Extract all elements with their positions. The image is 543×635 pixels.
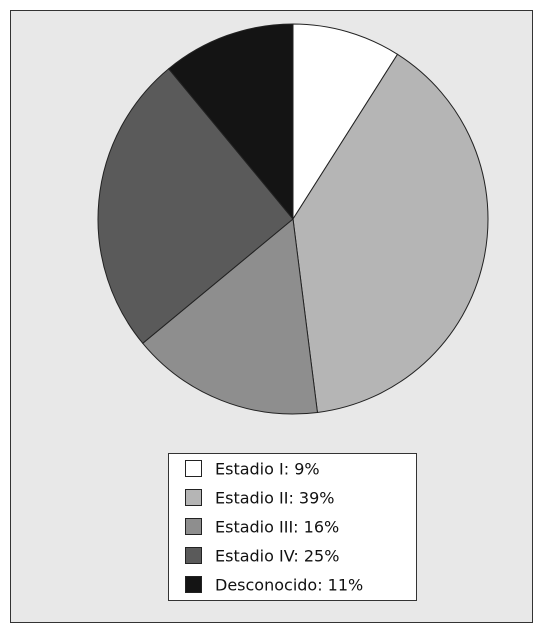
pie-slice [292, 53, 489, 414]
legend-label: Estadio III: 16% [215, 518, 339, 537]
legend-label: Estadio IV: 25% [215, 547, 339, 566]
legend-swatch [185, 460, 202, 477]
pie-slice [292, 23, 399, 221]
pie-slice [97, 68, 294, 345]
legend-box [168, 453, 417, 601]
pie [97, 23, 489, 415]
legend-label: Estadio I: 9% [215, 460, 320, 479]
legend-label: Desconocido: 11% [215, 576, 363, 595]
legend-label: Estadio II: 39% [215, 489, 334, 508]
legend-swatch [185, 518, 202, 535]
pie-slice [142, 218, 318, 415]
legend-swatch [185, 547, 202, 564]
legend-swatch [185, 576, 202, 593]
pie-slice [167, 23, 294, 221]
legend: Estadio I: 9% Estadio II: 39% Estadio III:… [185, 460, 363, 595]
legend-swatch [185, 489, 202, 506]
